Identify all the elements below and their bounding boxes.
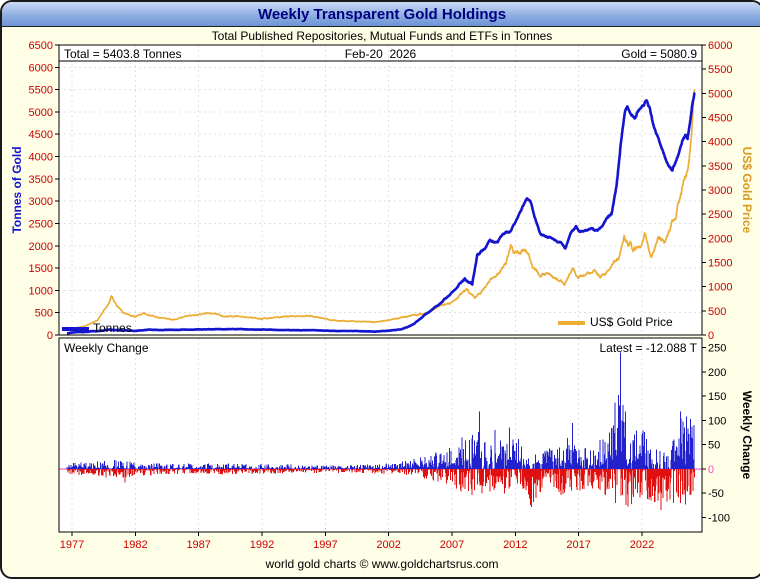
svg-text:0: 0 xyxy=(47,330,53,342)
svg-text:2017: 2017 xyxy=(566,539,590,551)
svg-text:500: 500 xyxy=(708,306,726,318)
tonnes-legend-swatch xyxy=(62,327,89,331)
svg-text:1982: 1982 xyxy=(123,539,147,551)
footer-credit: world gold charts © www.goldchartsrus.co… xyxy=(265,557,499,571)
svg-text:4500: 4500 xyxy=(29,129,53,141)
svg-text:1992: 1992 xyxy=(250,539,274,551)
svg-text:2012: 2012 xyxy=(503,539,527,551)
svg-text:4500: 4500 xyxy=(708,113,732,125)
svg-text:1987: 1987 xyxy=(186,539,210,551)
svg-text:1997: 1997 xyxy=(313,539,337,551)
svg-text:100: 100 xyxy=(708,415,726,427)
svg-text:1500: 1500 xyxy=(29,263,53,275)
svg-text:50: 50 xyxy=(708,440,720,452)
svg-text:0: 0 xyxy=(708,464,714,476)
svg-text:5000: 5000 xyxy=(29,107,53,119)
svg-text:5000: 5000 xyxy=(708,88,732,100)
title-bar: Weekly Transparent Gold Holdings xyxy=(2,2,760,27)
right-axis-change-label: Weekly Change xyxy=(740,390,754,480)
svg-text:2500: 2500 xyxy=(29,218,53,230)
right-axis-gold-label: US$ Gold Price xyxy=(740,146,754,234)
svg-text:2000: 2000 xyxy=(29,241,53,253)
svg-text:4000: 4000 xyxy=(708,137,732,149)
weekly-change-annotation: Weekly Change xyxy=(64,341,149,355)
svg-text:0: 0 xyxy=(708,330,714,342)
svg-text:500: 500 xyxy=(35,308,53,320)
gold-price-annotation: Gold = 5080.9 xyxy=(621,47,697,61)
svg-text:2002: 2002 xyxy=(376,539,400,551)
gold-legend-label: US$ Gold Price xyxy=(590,315,673,329)
svg-text:250: 250 xyxy=(708,343,726,355)
svg-text:4000: 4000 xyxy=(29,152,53,164)
svg-text:2000: 2000 xyxy=(708,233,732,245)
chart-subtitle: Total Published Repositories, Mutual Fun… xyxy=(211,29,553,43)
svg-text:6000: 6000 xyxy=(29,62,53,74)
date-annotation: Feb-20 2026 xyxy=(344,47,417,61)
svg-text:-100: -100 xyxy=(708,512,730,524)
gold-legend-swatch xyxy=(558,321,585,325)
left-axis-label: Tonnes of Gold xyxy=(10,146,24,234)
svg-text:2022: 2022 xyxy=(630,539,654,551)
svg-text:1000: 1000 xyxy=(29,285,53,297)
svg-text:3500: 3500 xyxy=(29,174,53,186)
svg-text:2007: 2007 xyxy=(440,539,464,551)
svg-text:5500: 5500 xyxy=(708,64,732,76)
page-title: Weekly Transparent Gold Holdings xyxy=(257,5,507,23)
svg-text:1000: 1000 xyxy=(708,282,732,294)
svg-text:3000: 3000 xyxy=(708,185,732,197)
svg-text:1500: 1500 xyxy=(708,258,732,270)
svg-text:6000: 6000 xyxy=(708,40,732,52)
svg-text:3500: 3500 xyxy=(708,161,732,173)
latest-annotation: Latest = -12.088 T xyxy=(599,341,697,355)
svg-text:6500: 6500 xyxy=(29,40,53,52)
svg-text:150: 150 xyxy=(708,391,726,403)
svg-text:3000: 3000 xyxy=(29,196,53,208)
svg-text:5500: 5500 xyxy=(29,85,53,97)
svg-text:200: 200 xyxy=(708,367,726,379)
svg-text:-50: -50 xyxy=(708,488,724,500)
svg-text:2500: 2500 xyxy=(708,209,732,221)
svg-text:1977: 1977 xyxy=(60,539,84,551)
total-annotation: Total = 5403.8 Tonnes xyxy=(64,47,182,61)
tonnes-legend-label: Tonnes xyxy=(93,321,132,335)
